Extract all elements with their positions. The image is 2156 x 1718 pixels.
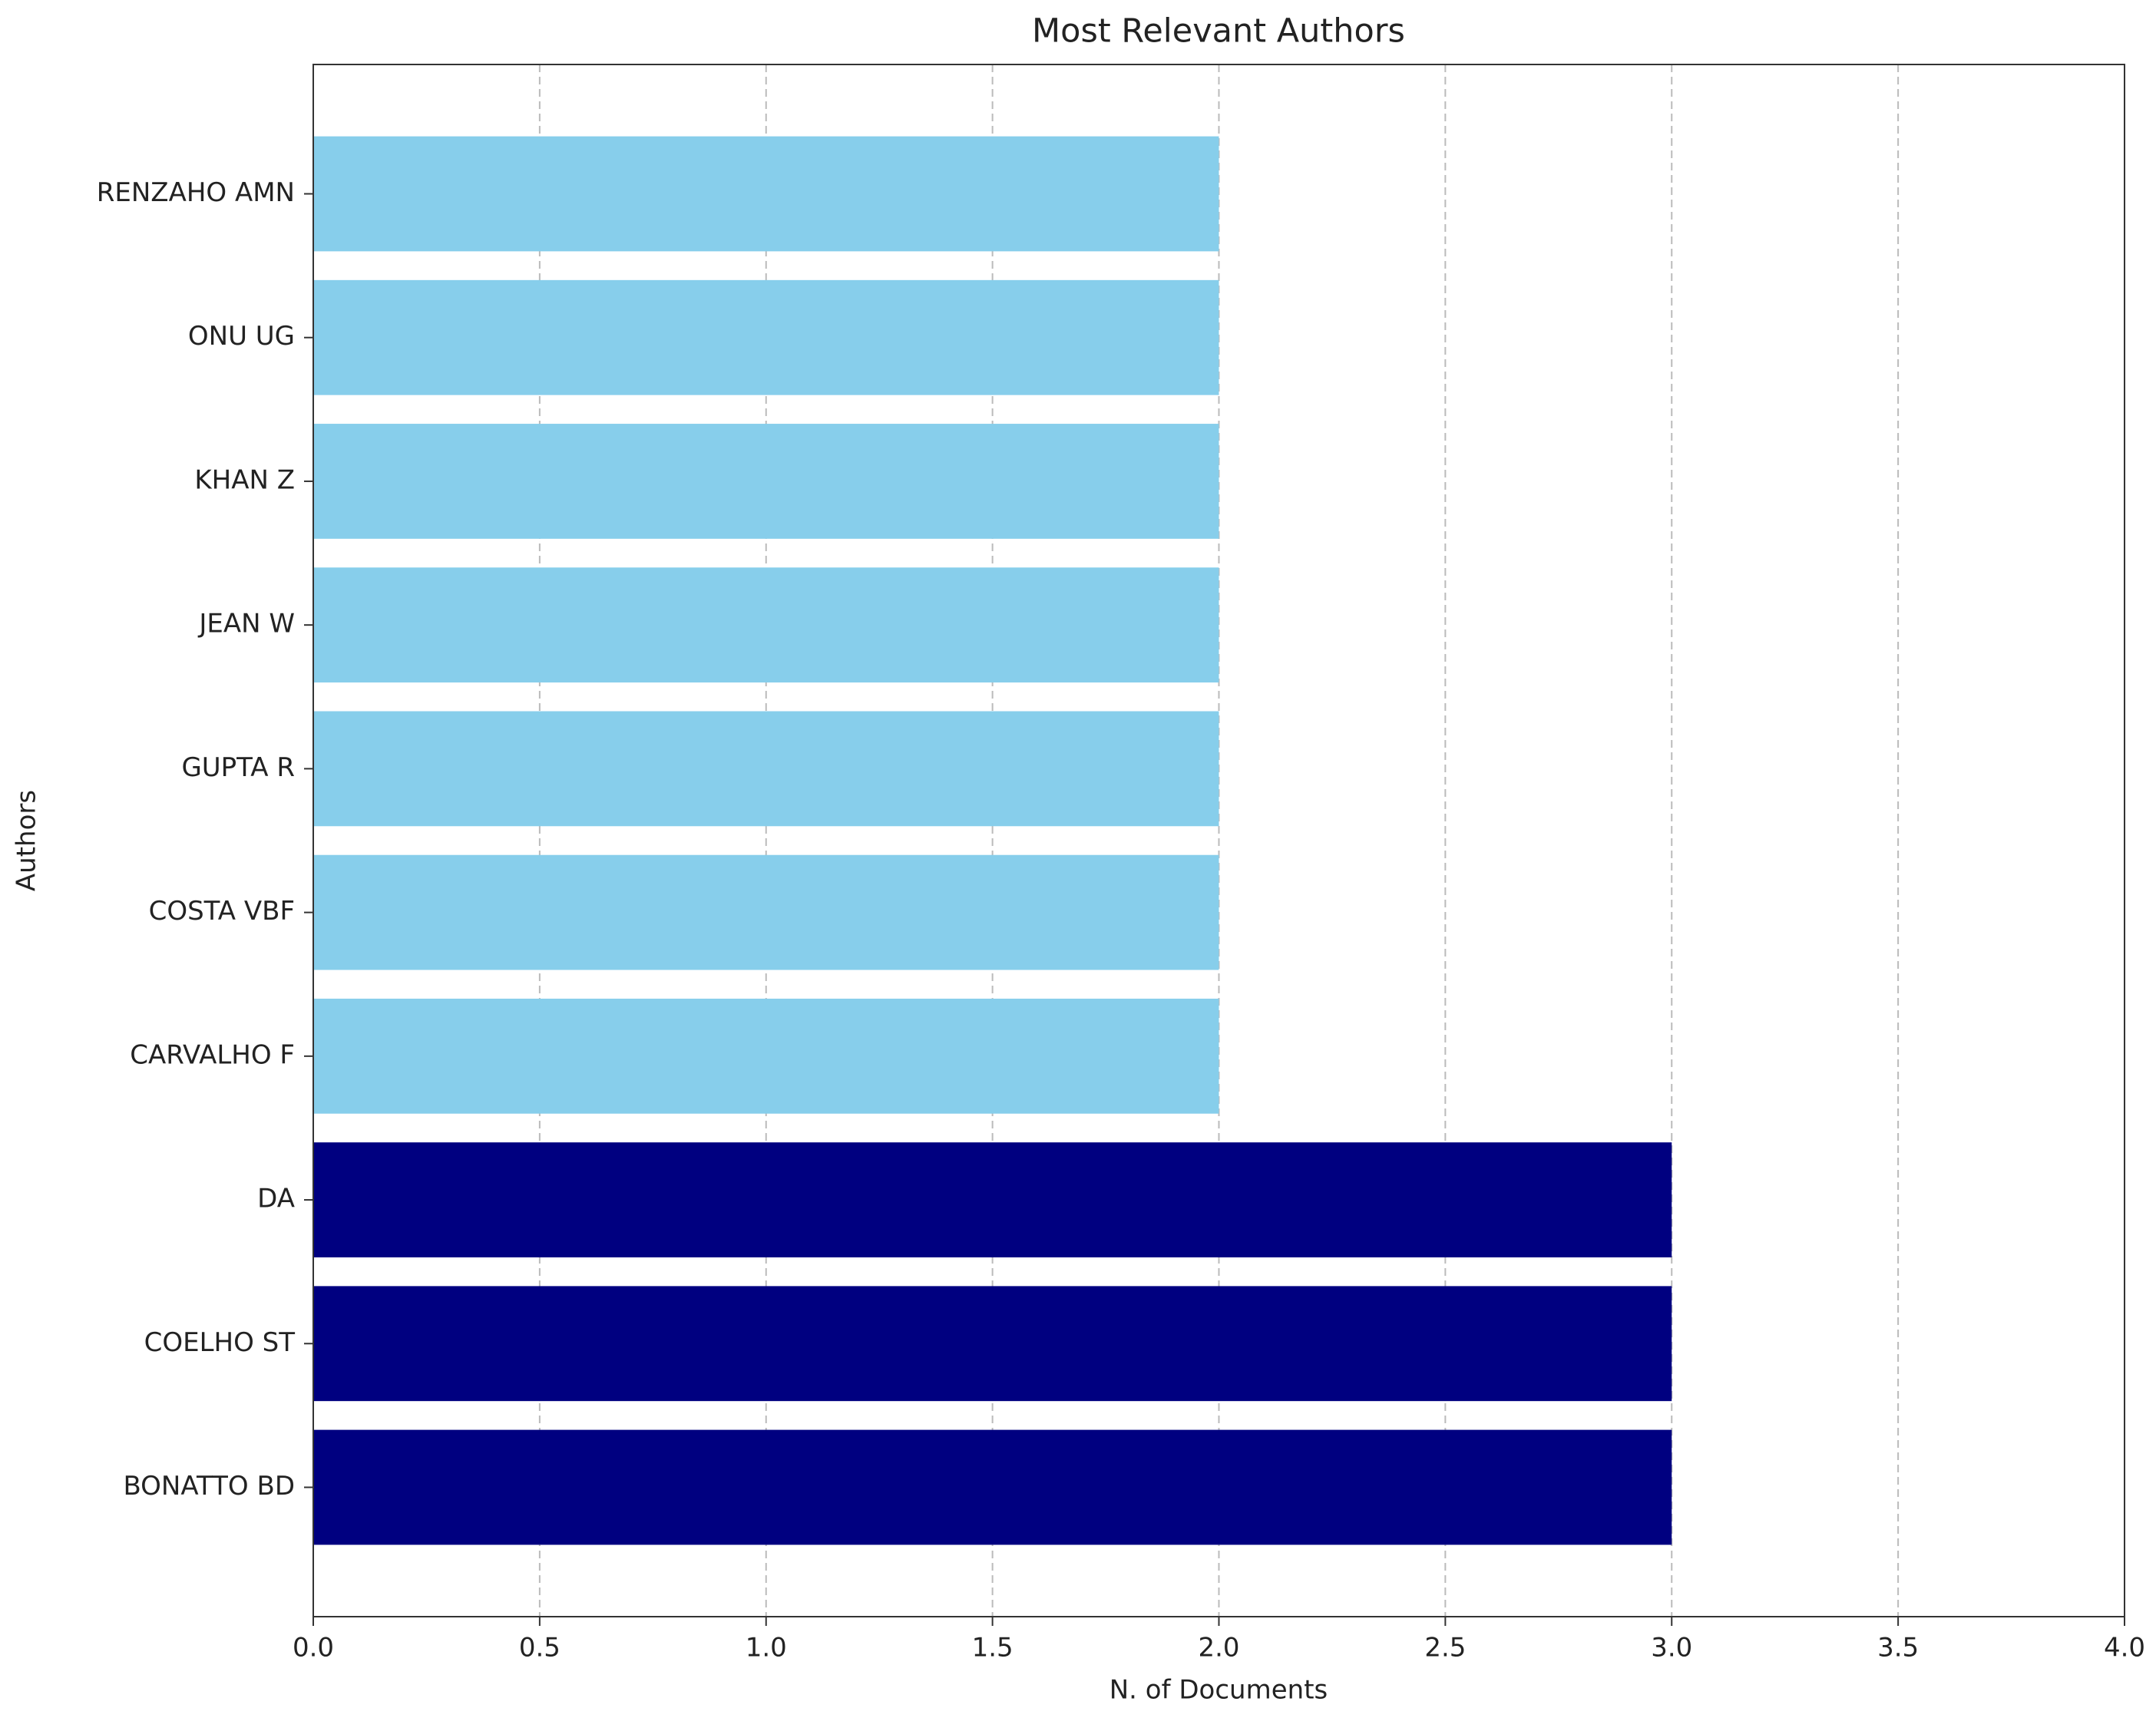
bar [313, 279, 1219, 395]
y-tick-label: KHAN Z [194, 464, 295, 495]
y-tick-label: GUPTA R [181, 752, 295, 783]
x-tick-label: 0.0 [293, 1633, 334, 1663]
bar [313, 854, 1219, 970]
bar [313, 567, 1219, 683]
x-tick-label: 2.5 [1424, 1633, 1466, 1663]
y-tick-label: RENZAHO AMN [97, 177, 295, 208]
bar [313, 1142, 1672, 1257]
x-tick-label: 2.0 [1198, 1633, 1239, 1663]
y-tick-label: DA [257, 1184, 295, 1214]
x-axis-label: N. of Documents [1109, 1675, 1328, 1706]
x-tick-label: 1.5 [972, 1633, 1014, 1663]
y-tick-label: CARVALHO F [130, 1039, 295, 1070]
y-axis-label: Authors [12, 790, 42, 891]
x-tick-label: 3.0 [1651, 1633, 1692, 1663]
y-tick-label: COELHO ST [144, 1327, 296, 1358]
y-tick-label: BONATTO BD [123, 1471, 295, 1502]
y-tick-label: JEAN W [197, 609, 295, 639]
bar [313, 1429, 1672, 1545]
x-tick-label: 0.5 [519, 1633, 560, 1663]
x-tick-label: 1.0 [746, 1633, 787, 1663]
bar [313, 1286, 1672, 1402]
x-tick-label: 4.0 [2104, 1633, 2145, 1663]
y-tick-label: ONU UG [188, 321, 295, 352]
bar [313, 998, 1219, 1114]
y-tick-label: COSTA VBF [149, 896, 295, 927]
bar [313, 424, 1219, 539]
bar [313, 136, 1219, 252]
x-tick-label: 3.5 [1877, 1633, 1919, 1663]
bar [313, 711, 1219, 827]
chart-title: Most Relevant Authors [1032, 12, 1405, 51]
plot-frame [312, 64, 2125, 1617]
